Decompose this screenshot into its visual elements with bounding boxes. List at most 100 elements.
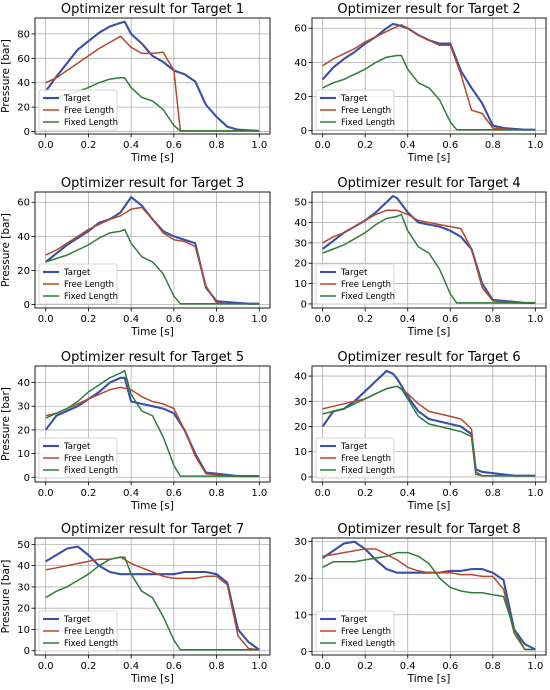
legend-label: Fixed Length [341,292,395,302]
legend: Target Free Length Fixed Length [38,263,118,305]
legend-label: Target [340,615,368,625]
x-tick-label: 0.8 [485,314,501,325]
legend-label: Free Length [341,280,391,290]
grid [35,18,270,134]
x-tick-label: 0.0 [38,661,54,672]
legend-label: Fixed Length [64,639,118,649]
y-tick-label: 60 [17,54,30,65]
chart-panel-8: 0.0 0.2 0.4 0.6 0.8 1.0 0 10 20 30 Optimizer resul… [294,522,547,685]
y-tick-label: 40 [294,218,307,229]
x-tick-label: 0.6 [442,140,458,151]
legend: Target Free Length Fixed Length [315,610,395,652]
x-tick-label: 0.0 [315,488,331,499]
y-tick-label: 20 [294,259,307,270]
chart-panel-4: 0.0 0.2 0.4 0.6 0.8 1.0 0 10 20 30 40 50 Optimizer r… [294,176,547,338]
x-tick-label: 0.4 [400,661,416,672]
chart-panel-3: 0.0 0.2 0.4 0.6 0.8 1.0 0 20 40 60 Optimizer resul… [0,176,271,338]
chart-title: Optimizer result for Target 8 [337,522,520,537]
y-axis-label: Pressure [bar] [0,213,12,287]
plot-frame [311,537,547,656]
x-tick-label: 0.4 [123,140,139,151]
legend: Target Free Length Fixed Length [315,263,395,305]
chart-panel-6: 0.0 0.2 0.4 0.6 0.8 1.0 0 10 20 30 40 Optimizer res… [294,350,547,512]
legend-label: Fixed Length [341,466,395,476]
series-line-free-length [45,556,260,651]
x-tick-label: 0.2 [357,314,373,325]
x-tick-label: 0.2 [80,140,96,151]
x-tick-label: 1.0 [527,314,543,325]
legend-label: Fixed Length [64,118,118,128]
y-tick-label: 20 [294,574,307,585]
grid [35,192,270,308]
y-tick-label: 60 [294,24,307,35]
x-tick-label: 0.4 [400,488,416,499]
x-axis-label: Time [s] [130,326,174,338]
legend-label: Free Length [341,106,391,116]
legend-label: Fixed Length [341,639,395,649]
legend-box [38,437,118,479]
plot-frame [311,365,547,483]
legend-label: Free Length [64,280,114,290]
legend-box [315,263,395,305]
series-line-target [44,376,260,478]
x-tick-label: 0.8 [485,661,501,672]
legend-label: Fixed Length [64,466,118,476]
legend-label: Free Length [64,106,114,116]
x-tick-label: 1.0 [527,488,543,499]
legend-box [38,263,118,305]
series-line-fixed-length [322,213,536,304]
x-tick-label: 0.8 [485,488,501,499]
y-tick-label: 0 [24,127,30,138]
x-tick-label: 0.2 [80,314,96,325]
y-tick-label: 30 [294,537,307,548]
x-tick-label: 0.2 [357,661,373,672]
chart-panel-7: 0.0 0.2 0.4 0.6 0.8 1.0 0 10 20 30 40 50 Optimizer r… [0,522,271,685]
y-tick-label: 30 [17,582,30,593]
y-tick-label: 30 [294,397,307,408]
y-tick-label: 40 [17,232,30,243]
x-tick-label: 1.0 [251,314,267,325]
y-tick-label: 60 [17,198,30,209]
y-tick-label: 0 [24,473,30,484]
x-tick-label: 0.2 [80,488,96,499]
chart-title: Optimizer result for Target 6 [337,350,520,365]
chart-panel-1: 0.0 0.2 0.4 0.6 0.8 1.0 0 20 40 60 80 Optimizer res… [0,2,271,164]
chart-title: Optimizer result for Target 7 [61,522,244,537]
x-axis-label: Time [s] [130,673,174,685]
y-tick-label: 0 [24,300,30,311]
x-tick-label: 1.0 [251,488,267,499]
x-tick-label: 0.4 [400,140,416,151]
series-line-target [321,369,536,477]
x-tick-label: 0.6 [166,314,182,325]
series-line-fixed-length [45,369,260,477]
x-tick-label: 0.8 [209,314,225,325]
legend-label: Free Length [341,454,391,464]
series-line-fixed-length [45,556,260,651]
x-tick-label: 1.0 [251,661,267,672]
series-line-target [44,20,260,132]
legend: Target Free Length Fixed Length [38,89,118,131]
chart-title: Optimizer result for Target 2 [337,2,520,17]
series-line-target [45,545,260,651]
y-axis-label: Pressure [bar] [0,387,12,461]
y-tick-label: 10 [294,447,307,458]
x-tick-label: 0.2 [357,488,373,499]
y-tick-label: 20 [294,92,307,103]
y-tick-label: 10 [17,449,30,460]
x-tick-label: 0.8 [209,488,225,499]
legend: Target Free Length Fixed Length [38,610,118,652]
plot-frame [34,365,271,483]
y-tick-label: 20 [17,266,30,277]
plot-frame [311,17,547,135]
x-axis-label: Time [s] [407,500,451,512]
x-tick-label: 0.4 [123,314,139,325]
y-tick-label: 10 [17,625,30,636]
y-tick-label: 20 [17,425,30,436]
legend-label: Fixed Length [341,118,395,128]
legend-label: Fixed Length [64,292,118,302]
x-tick-label: 0.8 [209,661,225,672]
legend-label: Target [340,268,368,278]
plot-frame [34,537,271,656]
chart-title: Optimizer result for Target 3 [61,176,244,191]
y-axis-label: Pressure [bar] [0,560,12,634]
